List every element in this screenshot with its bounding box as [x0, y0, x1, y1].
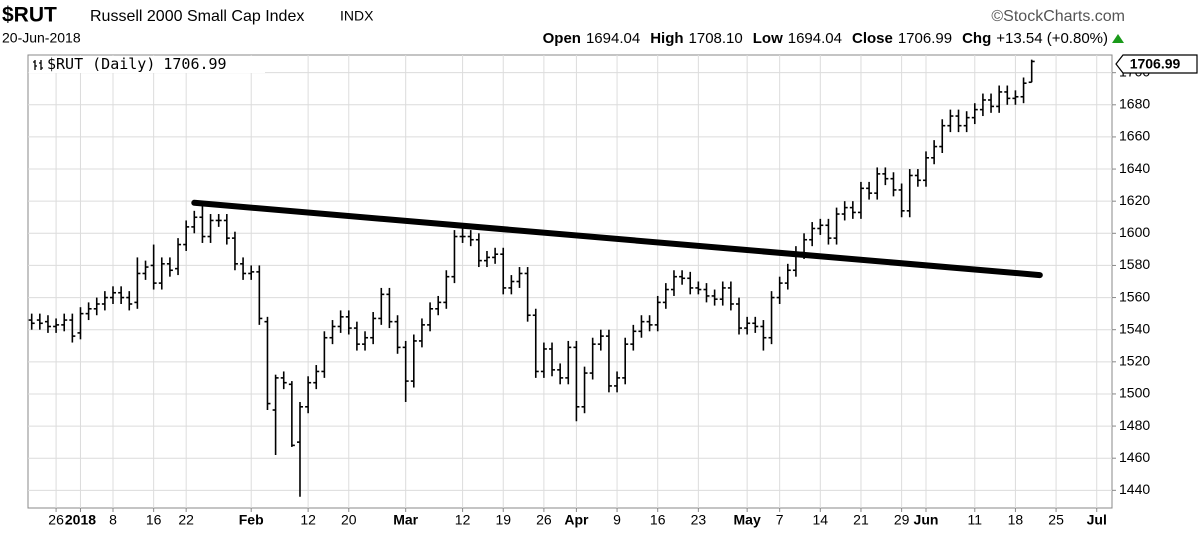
axes: 1440146014801500152015401560158016001620…	[48, 63, 1150, 527]
quote-label: Chg	[962, 30, 991, 47]
y-tick-label: 1520	[1119, 353, 1150, 369]
y-tick-label: 1640	[1119, 160, 1150, 176]
x-tick-label: 21	[853, 512, 869, 528]
grid	[28, 55, 1112, 508]
trendline	[191, 199, 1043, 279]
plot-frame	[27, 54, 1113, 509]
x-tick-label: 9	[613, 512, 621, 528]
quote-value: 1694.04	[788, 30, 842, 47]
y-tick-label: 1480	[1119, 417, 1150, 433]
legend-text: $RUT (Daily) 1706.99	[47, 55, 227, 73]
legend: $RUT (Daily) 1706.99	[29, 55, 265, 73]
x-tick-label: 8	[109, 512, 117, 528]
up-arrow	[1112, 34, 1124, 43]
x-tick-label: Jul	[1087, 512, 1107, 528]
quote-label: High	[650, 30, 683, 47]
x-tick-label: 16	[146, 512, 162, 528]
x-tick-label: 19	[495, 512, 511, 528]
source: ©StockCharts.com	[991, 8, 1125, 25]
x-tick-label: 23	[691, 512, 707, 528]
date: 20-Jun-2018	[2, 30, 81, 46]
x-tick-label: 12	[455, 512, 471, 528]
bars	[28, 59, 1043, 497]
quote-value: +13.54 (+0.80%)	[996, 30, 1108, 47]
x-tick-label: 11	[968, 512, 983, 528]
x-tick-label: 2018	[65, 512, 96, 528]
x-tick-label: 20	[341, 512, 357, 528]
x-tick-label: 12	[300, 512, 316, 528]
y-tick-label: 1600	[1119, 224, 1150, 240]
x-tick-label: 18	[1008, 512, 1024, 528]
x-tick-label: 7	[776, 512, 784, 528]
x-tick-label: Mar	[393, 512, 418, 528]
exchange: INDX	[340, 8, 374, 24]
price-tag-label: 1706.99	[1130, 56, 1181, 72]
quote-value: 1706.99	[898, 30, 952, 47]
y-tick-label: 1460	[1119, 449, 1150, 465]
quote-value: 1708.10	[689, 30, 743, 47]
x-tick-label: May	[734, 512, 761, 528]
quote-label: Close	[852, 30, 893, 47]
y-tick-label: 1560	[1119, 288, 1150, 304]
x-tick-label: 22	[178, 512, 194, 528]
x-tick-label: Apr	[564, 512, 589, 528]
legend-icon	[33, 60, 43, 70]
legend-name: $RUT (Daily)	[47, 55, 155, 73]
quote-label: Open	[543, 30, 581, 47]
quote-line: Open 1694.04 High 1708.10 Low 1694.04 Close 170…	[543, 30, 1108, 47]
legend-bg	[29, 56, 265, 73]
x-tick-label: Feb	[239, 512, 264, 528]
y-tick-label: 1580	[1119, 256, 1150, 272]
y-tick-label: 1540	[1119, 320, 1150, 336]
x-tick-label: 14	[813, 512, 829, 528]
quote-value: 1694.04	[586, 30, 640, 47]
legend-value: 1706.99	[163, 55, 226, 73]
y-tick-label: 1660	[1119, 128, 1150, 144]
y-tick-label: 1620	[1119, 192, 1150, 208]
x-tick-label: 26	[536, 512, 552, 528]
y-tick-label: 1680	[1119, 96, 1150, 112]
index-name: Russell 2000 Small Cap Index	[90, 8, 304, 25]
x-tick-label: 26	[48, 512, 64, 528]
y-tick-label: 1500	[1119, 385, 1150, 401]
x-tick-label: 16	[650, 512, 666, 528]
x-tick-label: 29	[894, 512, 910, 528]
y-tick-label: 1440	[1119, 481, 1150, 497]
x-tick-label: 25	[1048, 512, 1064, 528]
price-tag	[1115, 54, 1198, 74]
symbol: $RUT	[2, 4, 57, 27]
x-tick-label: Jun	[914, 512, 939, 528]
quote-label: Low	[753, 30, 783, 47]
